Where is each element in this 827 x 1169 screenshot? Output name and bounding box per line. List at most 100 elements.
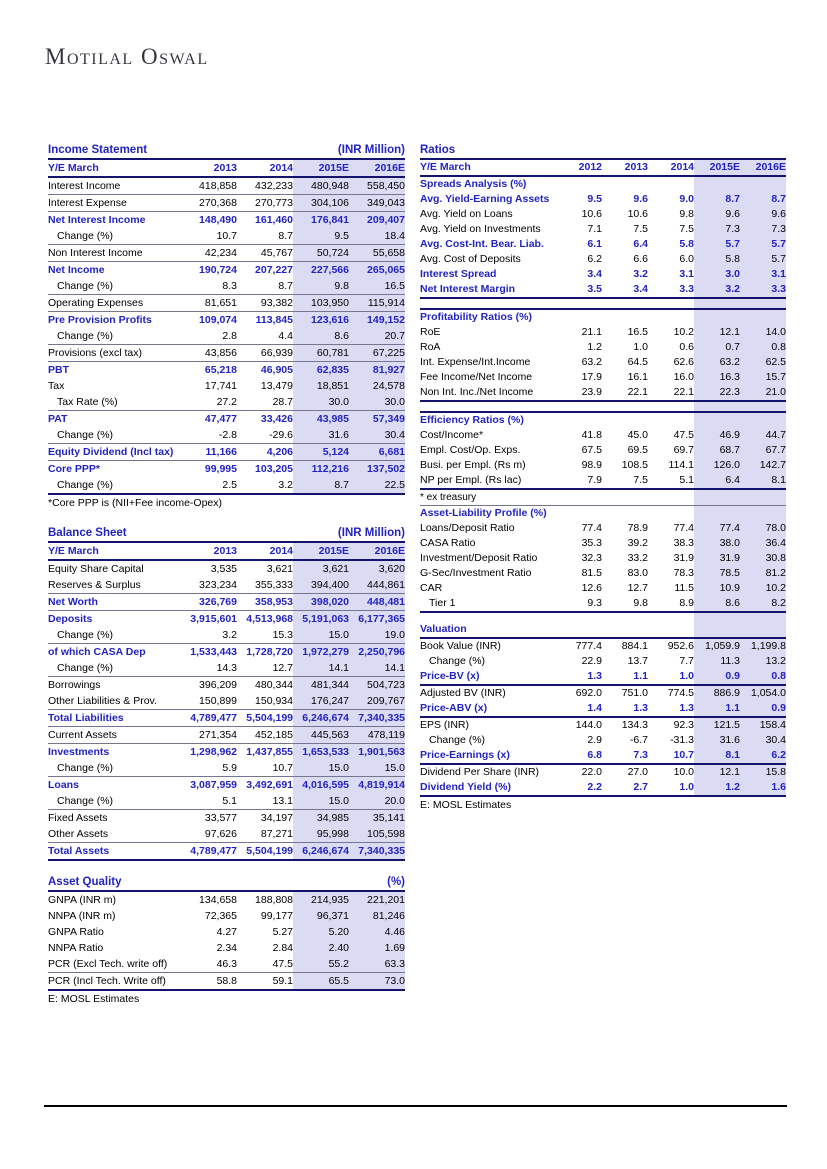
value-cell [694, 402, 740, 411]
table-row: Pre Provision Profits 109,074 113,845 123,6… [48, 312, 405, 328]
value-cell: 1,653,533 [293, 744, 349, 760]
value-cell: 103,205 [255, 463, 293, 475]
row-label: CASA Ratio [420, 537, 476, 549]
row-label: Change (%) [57, 795, 114, 807]
value-cell: 6,246,674 [293, 843, 349, 859]
table-row: Deposits 3,915,601 4,513,968 5,191,063 6,177… [48, 611, 405, 627]
table-footnote: E: MOSL Estimates [420, 799, 512, 811]
value-cell: 99,995 [204, 463, 237, 475]
value-cell: 31.6 [694, 733, 740, 748]
value-cell: 23.9 [581, 386, 602, 398]
column-header-year: 2016E [740, 160, 786, 175]
value-cell: 7.5 [633, 223, 648, 235]
row-label: PAT [48, 413, 68, 425]
value-cell [740, 622, 786, 637]
value-cell [602, 622, 648, 637]
table-row: Price-Earnings (x) 6.8 7.3 10.7 8.1 6.2 [420, 748, 786, 765]
value-cell: 1.0 [679, 670, 694, 682]
table-title-row: Income Statement (INR Million) [48, 141, 405, 160]
row-label: Net Interest Margin [420, 283, 516, 295]
value-cell: 32.3 [581, 552, 602, 564]
column-header-year: 2015E [293, 160, 349, 176]
table-row: Avg. Yield on Loans 10.6 10.6 9.8 9.6 9.6 [420, 207, 786, 222]
value-cell: 176,247 [293, 693, 349, 709]
value-cell: 9.5 [293, 228, 349, 244]
value-cell: 418,858 [199, 180, 237, 192]
table-row: Avg. Yield-Earning Assets 9.5 9.6 9.0 8.7 8.7 [420, 192, 786, 207]
value-cell: 1,728,720 [246, 646, 293, 658]
value-cell: 1.6 [740, 780, 786, 795]
value-cell: 62.6 [673, 356, 694, 368]
value-cell: 12.7 [272, 662, 293, 674]
table-row: Equity Dividend (Incl tax) 11,166 4,206 5,1… [48, 444, 405, 461]
value-cell: 113,845 [255, 314, 293, 326]
value-cell: 19.0 [349, 627, 405, 643]
value-cell: 11.5 [674, 582, 694, 594]
value-cell: 8.1 [694, 748, 740, 763]
value-cell: 0.9 [694, 669, 740, 684]
value-cell: 27.0 [627, 766, 648, 778]
value-cell: 114.1 [668, 459, 695, 471]
row-label: Deposits [48, 613, 93, 625]
value-cell: 78.9 [627, 522, 648, 534]
table-row: Dividend Per Share (INR) 22.0 27.0 10.0 12.1… [420, 765, 786, 780]
value-cell: 3.3 [679, 283, 694, 295]
left-column: Income Statement (INR Million) Y/E March 20… [48, 141, 405, 1020]
table-row: Busi. per Empl. (Rs m) 98.9 108.5 114.1 126.… [420, 458, 786, 473]
row-label: PCR (Excl Tech. write off) [48, 958, 168, 970]
table-row: Non Interest Income 42,234 45,767 50,724 55,… [48, 245, 405, 262]
value-cell: 394,400 [293, 577, 349, 593]
value-cell: 58.8 [216, 975, 237, 987]
table-footnote: *Core PPP is (NII+Fee income-Opex) [48, 497, 222, 509]
table-row: Current Assets 271,354 452,185 445,563 478,1… [48, 727, 405, 744]
table-row: Change (%) 3.2 15.3 15.0 19.0 [48, 627, 405, 644]
value-cell: 11,166 [205, 446, 237, 458]
table-row: Investments 1,298,962 1,437,855 1,653,533 1,… [48, 744, 405, 760]
value-cell: 63.2 [581, 356, 602, 368]
table-row: Other Assets 97,626 87,271 95,998 105,598 [48, 826, 405, 843]
value-cell: 21.1 [581, 326, 602, 338]
value-cell: 1,901,563 [349, 744, 405, 760]
value-cell: 188,808 [255, 894, 293, 906]
value-cell: 6,681 [349, 444, 405, 460]
value-cell [740, 299, 786, 308]
value-cell: 47.5 [272, 958, 293, 970]
table-title: Ratios [420, 144, 456, 156]
value-cell: 5.1 [222, 795, 237, 807]
value-cell: 35,141 [349, 810, 405, 826]
value-cell: 6,177,365 [349, 611, 405, 627]
value-cell: 14.0 [740, 325, 786, 340]
value-cell: 8.7 [740, 192, 786, 207]
section-header-row: Profitability Ratios (%) [420, 310, 786, 325]
row-label: Change (%) [57, 330, 114, 342]
table-title-row: Balance Sheet (INR Million) [48, 524, 405, 543]
table-row: Total Assets 4,789,477 5,504,199 6,246,674 7… [48, 843, 405, 861]
table-unit: (INR Million) [337, 527, 405, 539]
column-header-label: Y/E March [48, 162, 99, 174]
value-cell: 504,723 [349, 677, 405, 693]
motilal-oswal-logo: Motilal Oswal [45, 44, 209, 69]
table-row: Int. Expense/Int.Income 63.2 64.5 62.6 63.2 6… [420, 355, 786, 370]
value-cell: 7.3 [740, 222, 786, 237]
value-cell: 46.9 [694, 428, 740, 443]
value-cell: 3,621 [266, 563, 293, 575]
value-cell: 2.40 [293, 940, 349, 956]
value-cell: 9.6 [740, 207, 786, 222]
value-cell: 1.0 [633, 341, 648, 353]
value-cell: 69.5 [627, 444, 648, 456]
value-cell: 4.46 [349, 924, 405, 940]
value-cell: 774.5 [667, 687, 694, 699]
value-cell: 72,365 [204, 910, 237, 922]
value-cell: 0.8 [740, 340, 786, 355]
row-label: Borrowings [48, 679, 101, 691]
value-cell: 16.5 [627, 326, 648, 338]
value-cell [648, 413, 694, 428]
value-cell: 16.3 [694, 370, 740, 385]
value-cell: 3.4 [633, 283, 648, 295]
value-cell: 1,972,279 [293, 644, 349, 660]
table-row: Change (%) 5.1 13.1 15.0 20.0 [48, 793, 405, 810]
table-row: RoA 1.2 1.0 0.6 0.7 0.8 [420, 340, 786, 355]
value-cell: 358,953 [255, 596, 293, 608]
table-row: Total Liabilities 4,789,477 5,504,199 6,246… [48, 710, 405, 727]
value-cell: 8.7 [278, 280, 293, 292]
